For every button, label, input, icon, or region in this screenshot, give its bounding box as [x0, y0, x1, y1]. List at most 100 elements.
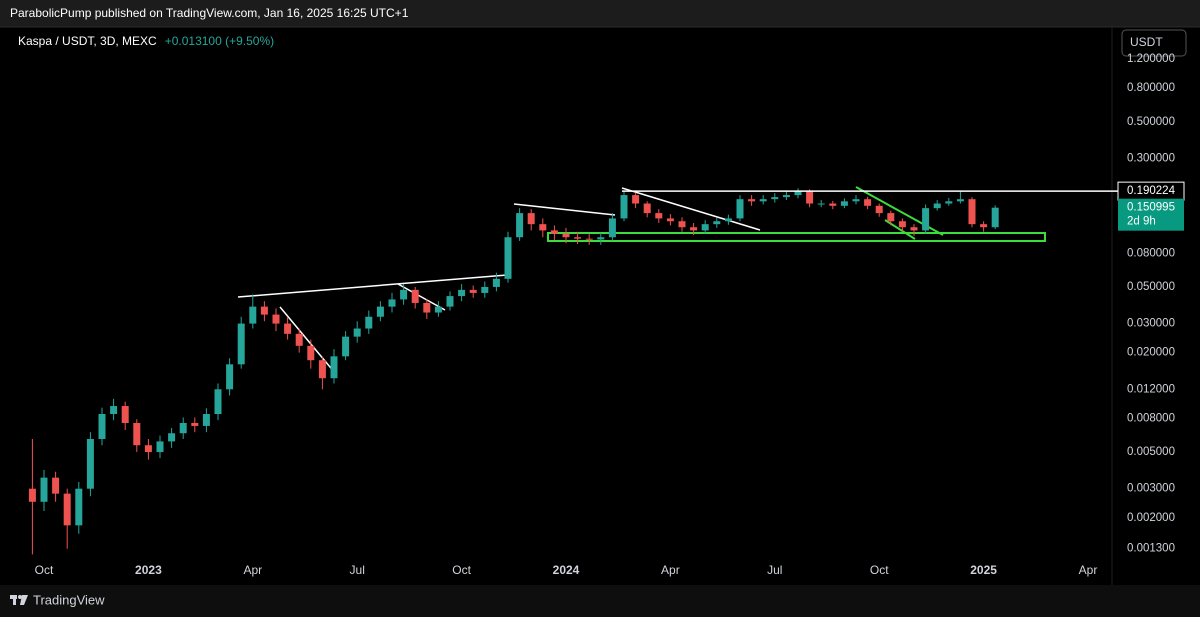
candle-body	[226, 364, 234, 390]
candle-body	[516, 213, 524, 238]
candle-body	[214, 389, 222, 415]
price-label: 0.190224	[1127, 185, 1176, 197]
candle-body	[284, 323, 292, 334]
candle-body	[759, 199, 767, 202]
candle-body	[504, 237, 512, 279]
candle-body	[898, 221, 906, 228]
candle-body	[237, 323, 245, 365]
candle-body	[608, 218, 616, 238]
y-tick-label: 0.012000	[1127, 383, 1175, 395]
candle-body	[272, 314, 280, 324]
x-tick-label: Oct	[35, 563, 54, 577]
candle-body	[666, 218, 674, 222]
candle-body	[632, 195, 640, 204]
trend-line	[884, 219, 916, 240]
candle-body	[202, 414, 210, 426]
candle-body	[469, 289, 477, 293]
x-tick-label: Apr	[243, 563, 262, 577]
candles	[28, 188, 999, 555]
candle-body	[400, 289, 408, 300]
candle-body	[922, 208, 930, 231]
candle-body	[133, 422, 141, 446]
candle-body	[678, 221, 686, 228]
candle-body	[840, 201, 848, 206]
x-tick-label: 2024	[553, 563, 580, 577]
candle-body	[121, 406, 129, 423]
candle-body	[458, 289, 466, 297]
candle-body	[550, 230, 558, 234]
candle-body	[817, 203, 825, 205]
candle-body	[980, 224, 988, 228]
candle-body	[63, 493, 71, 526]
candle-body	[342, 336, 350, 357]
tv-logo	[10, 595, 28, 605]
top-bar	[0, 0, 1200, 27]
candle-body	[40, 477, 48, 502]
candle-body	[701, 224, 709, 231]
candle-body	[864, 199, 872, 206]
candle-body	[191, 422, 199, 426]
candle-body	[434, 306, 442, 313]
candle-body	[110, 406, 118, 415]
candle-body	[492, 278, 500, 287]
candle-body	[956, 199, 964, 202]
publisher: ParabolicPump published on TradingView.c…	[10, 6, 409, 20]
currency[interactable]: USDT	[1130, 35, 1163, 49]
candle-body	[376, 306, 384, 317]
candle-body	[933, 203, 941, 209]
y-tick-label: 0.005000	[1127, 446, 1175, 458]
candle-body	[806, 191, 814, 204]
candle-body	[330, 356, 338, 379]
candle-body	[643, 203, 651, 214]
y-tick-label: 0.500000	[1127, 116, 1175, 128]
candle-body	[829, 203, 837, 206]
candle-body	[771, 197, 779, 200]
x-tick-label: Apr	[1079, 563, 1098, 577]
last-price-label: 0.150995	[1127, 202, 1175, 214]
y-tick-label: 0.030000	[1127, 318, 1175, 330]
candle-body	[295, 333, 303, 346]
candle-body	[620, 195, 628, 219]
trend-line	[237, 274, 508, 298]
countdown: 2d 9h	[1127, 216, 1156, 228]
footer-bar	[0, 585, 1200, 617]
y-tick-label: 0.002000	[1127, 512, 1175, 524]
candle-body	[168, 433, 176, 442]
currency-button[interactable]	[1121, 29, 1187, 57]
x-tick-label: 2023	[135, 563, 162, 577]
candle-body	[585, 238, 593, 240]
candle-body	[875, 205, 883, 214]
candle-body	[910, 227, 918, 231]
candle-body	[28, 488, 36, 502]
y-tick-label: 0.800000	[1127, 82, 1175, 94]
y-tick-label: 0.020000	[1127, 347, 1175, 359]
candle-body	[307, 345, 315, 361]
trend-line	[621, 187, 761, 231]
candle-body	[249, 306, 257, 324]
candle-body	[794, 191, 802, 196]
x-tick-label: 2025	[970, 563, 997, 577]
y-tick-label: 0.001300	[1127, 543, 1175, 555]
price-change: +0.013100 (+9.50%)	[165, 34, 274, 48]
candle-body	[144, 445, 152, 453]
last-price-box	[1118, 198, 1184, 231]
candle-body	[562, 233, 570, 238]
candle-body	[852, 199, 860, 202]
candle-body	[353, 328, 361, 337]
candle-body	[527, 213, 535, 225]
candle-body	[887, 213, 895, 222]
candle-body	[365, 316, 373, 329]
candle-body	[411, 289, 419, 303]
candle-body	[655, 213, 663, 219]
candle-body	[75, 488, 83, 526]
candle-body	[991, 207, 999, 228]
candle-body	[481, 286, 489, 293]
candle-body	[748, 199, 756, 202]
x-tick-label: Apr	[661, 563, 680, 577]
x-tick-label: Jul	[350, 563, 365, 577]
y-tick-label: 0.080000	[1127, 247, 1175, 259]
candle-body	[388, 299, 396, 307]
candle-body	[423, 302, 431, 313]
